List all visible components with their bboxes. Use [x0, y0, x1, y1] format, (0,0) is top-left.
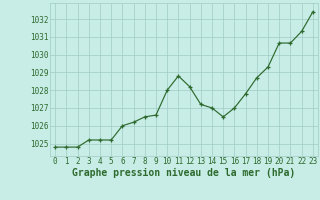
X-axis label: Graphe pression niveau de la mer (hPa): Graphe pression niveau de la mer (hPa) — [72, 168, 296, 178]
